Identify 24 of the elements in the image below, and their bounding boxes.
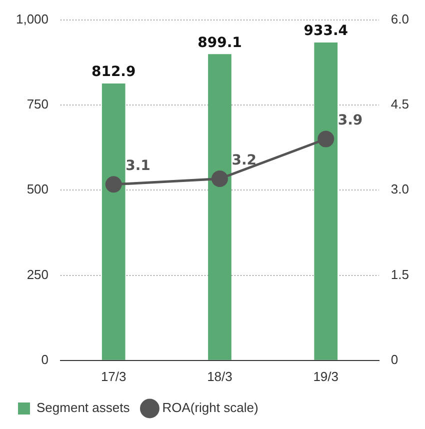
y-tick-label: 1,000 — [16, 11, 49, 26]
data-label: 3.9 — [338, 112, 363, 129]
y-tick-label: 500 — [26, 182, 49, 197]
y2-tick-label: 3.0 — [390, 182, 410, 197]
data-label: 933.4 — [304, 23, 348, 40]
x-tick-label: 18/3 — [207, 368, 232, 384]
point — [105, 176, 122, 193]
y2-tick-label: 6.0 — [390, 11, 410, 26]
x-tick-label: 19/3 — [313, 368, 339, 384]
point — [211, 170, 228, 187]
y-tick-label: 0 — [41, 352, 49, 367]
legend-label: ROA(right scale) — [162, 400, 258, 416]
y-tick-label: 250 — [26, 266, 49, 282]
y2-tick-label: 1.5 — [390, 266, 410, 282]
legend-label: Segment assets — [36, 400, 130, 416]
x-tick-label: 17/3 — [100, 368, 126, 384]
y2-tick-label: 4.5 — [390, 96, 410, 112]
y-tick-label: 750 — [26, 96, 49, 112]
data-label: 812.9 — [91, 64, 136, 80]
data-label: 3.2 — [232, 152, 257, 168]
data-label: 3.1 — [126, 158, 150, 174]
point — [318, 130, 334, 148]
y2-tick-label: 0 — [390, 352, 398, 367]
data-label: 899.1 — [198, 34, 242, 51]
